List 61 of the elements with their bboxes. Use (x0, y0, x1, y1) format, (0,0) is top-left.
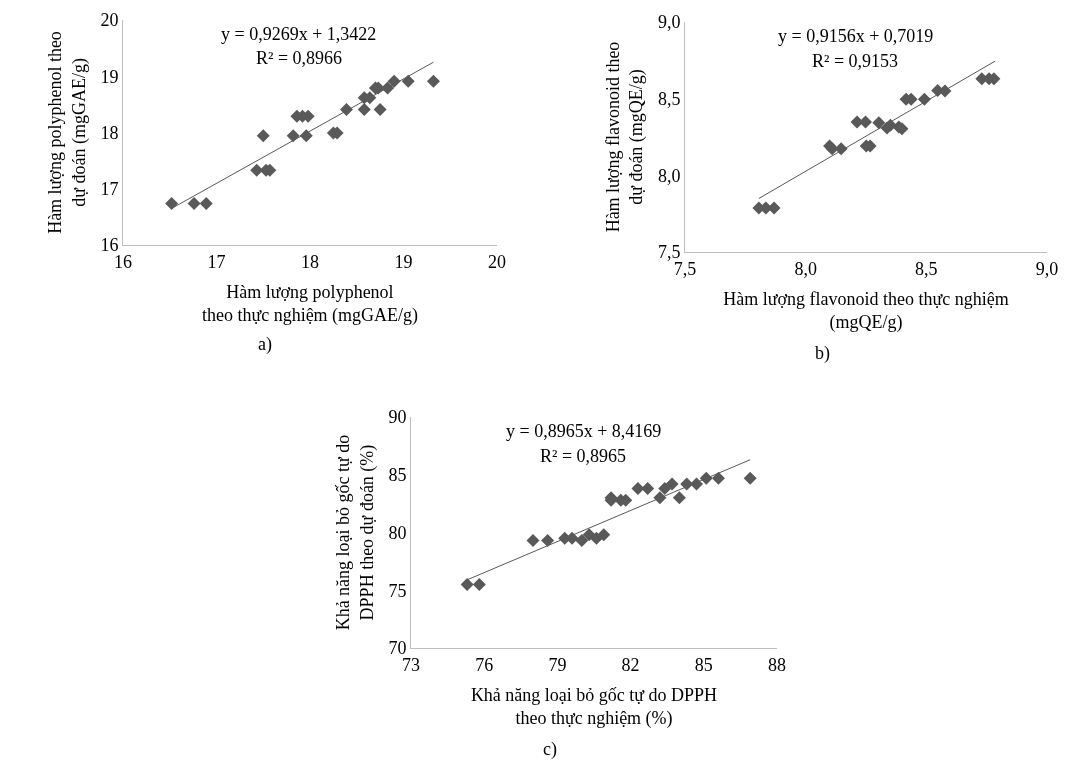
y-tick-label: 17 (100, 179, 119, 200)
y-tick-label: 90 (388, 407, 407, 428)
point (641, 482, 655, 496)
point (711, 471, 725, 485)
point (631, 482, 645, 496)
y-tick-label: 8,0 (657, 165, 681, 186)
y-tick-label: 75 (388, 580, 407, 601)
point (665, 477, 679, 491)
point (357, 102, 371, 116)
y-tick-label: 18 (100, 122, 119, 143)
x-tick-label: 76 (475, 654, 494, 675)
point (672, 491, 686, 505)
x-tick-label: 7,5 (673, 258, 697, 279)
x-tick-label: 8,0 (794, 258, 817, 279)
x-axis-title: Hàm lượng polyphenol theo thực nghiệm (mgGAE/g) (201, 281, 419, 327)
x-axis-title: Khả năng loại bỏ gốc tự do DPPH theo thực nghiệm (%) (470, 684, 718, 730)
x-tick-label: 85 (694, 654, 713, 675)
point (859, 115, 873, 129)
point (250, 163, 264, 177)
y-axis-title: Khả năng loại bỏ gốc tự do DPPH theo dự đoán (%) (333, 434, 378, 631)
point (526, 534, 540, 548)
x-tick-label: 8,5 (915, 258, 938, 279)
x-tick-label: 82 (621, 654, 640, 675)
annotation: R² = 0,8966 (256, 48, 343, 68)
text: b) (815, 343, 830, 364)
point (575, 534, 589, 548)
y-tick-label: 80 (388, 522, 407, 543)
x-axis-title: Hàm lượng flavonoid theo thực nghiệm (mgQE/g) (723, 288, 1009, 334)
x-tick-label: 88 (768, 654, 786, 675)
x-tick-label: 18 (301, 251, 319, 272)
annotation: y = 0,9156x + 0,7019 (778, 26, 934, 46)
text: a) (258, 334, 272, 355)
point (872, 116, 886, 130)
y-tick-label: 19 (100, 66, 119, 87)
annotation: R² = 0,8965 (540, 446, 627, 466)
annotation: y = 0,8965x + 8,4169 (506, 421, 662, 441)
y-tick-label: 8,5 (657, 88, 681, 109)
text: c) (543, 739, 557, 760)
y-axis-title: Hàm lượng flavonoid theo dự đoán (mgQE/g) (602, 41, 648, 233)
y-tick-label: 85 (388, 465, 407, 486)
annotation: y = 0,9269x + 1,3422 (221, 24, 377, 44)
point (597, 528, 611, 542)
point (426, 74, 440, 88)
point (256, 129, 270, 143)
y-tick-label: 9,0 (657, 12, 681, 33)
point (743, 471, 757, 485)
point (541, 534, 555, 548)
point (165, 196, 179, 210)
x-tick-label: 79 (548, 654, 567, 675)
annotation: R² = 0,9153 (812, 51, 899, 71)
x-tick-label: 9,0 (1035, 258, 1059, 279)
point (472, 577, 486, 591)
point (460, 577, 474, 591)
y-tick-label: 20 (100, 10, 119, 31)
x-tick-label: 20 (488, 251, 506, 272)
point (658, 482, 672, 496)
y-axis-title: Hàm lượng polyphenol theo dự đoán (mgGAE/g) (45, 31, 90, 234)
point (187, 196, 201, 210)
point (373, 102, 387, 116)
x-tick-label: 17 (207, 251, 226, 272)
point (199, 196, 213, 210)
